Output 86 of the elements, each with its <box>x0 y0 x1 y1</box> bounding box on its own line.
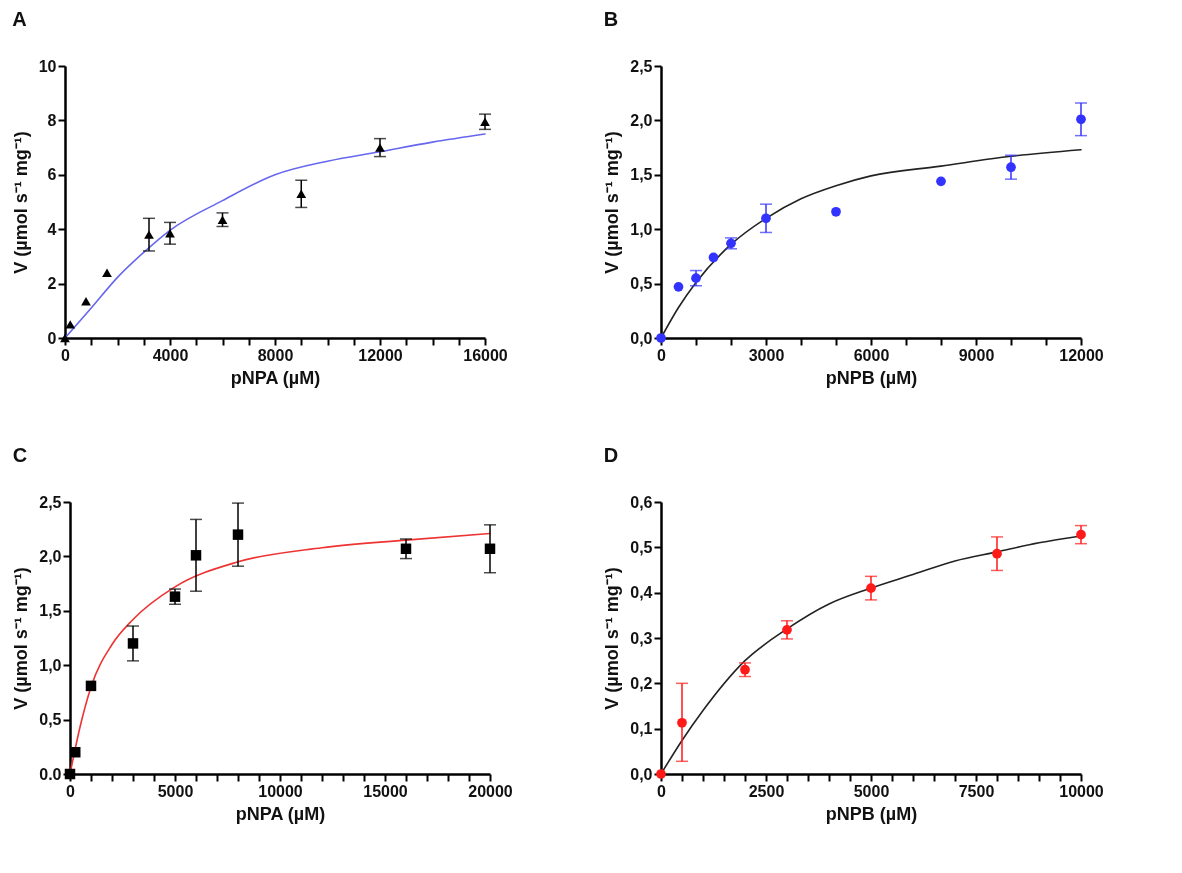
y-tick-label: 10 <box>38 57 57 75</box>
x-tick-label: 7500 <box>958 782 995 800</box>
chart-title: B <box>603 8 619 30</box>
x-tick-label: 15000 <box>363 782 408 800</box>
point <box>127 638 139 649</box>
x-tick-label: 0 <box>657 346 667 364</box>
point <box>144 230 154 239</box>
point <box>375 143 385 152</box>
point <box>831 206 841 217</box>
y-tick-label: 0,5 <box>630 275 653 293</box>
y-axis-title: V (µmol s⁻¹ mg⁻¹) <box>10 131 31 274</box>
point <box>782 624 792 635</box>
y-tick-label: 0,5 <box>39 711 62 729</box>
y-tick-label: 2 <box>47 275 57 293</box>
chart-title: D <box>603 444 619 466</box>
point <box>761 213 771 224</box>
point <box>484 543 496 555</box>
point <box>673 282 684 292</box>
point <box>296 189 307 199</box>
point <box>936 176 946 187</box>
x-axis-title: pNPB (µM) <box>825 367 918 388</box>
y-tick-label: 2,5 <box>630 57 653 75</box>
point <box>85 680 97 692</box>
x-tick-label: 3000 <box>748 346 785 364</box>
point <box>102 268 112 277</box>
y-tick-label: 0.0 <box>39 765 62 783</box>
y-tick-label: 1,5 <box>630 166 653 184</box>
x-axis-title: pNPB (µM) <box>825 803 918 824</box>
y-tick-label: 0 <box>47 329 57 347</box>
point <box>400 543 412 555</box>
x-tick-label: 12000 <box>358 346 403 364</box>
point <box>190 550 202 561</box>
point <box>165 229 175 238</box>
x-tick-label: 20000 <box>468 782 513 800</box>
point <box>480 117 490 126</box>
point <box>708 252 719 263</box>
x-axis-title: pNPA (µM) <box>230 367 321 388</box>
y-tick-label: 8 <box>47 111 57 129</box>
y-tick-label: 0,5 <box>630 538 653 556</box>
y-tick-label: 1,0 <box>39 656 62 674</box>
y-axis-title: V (µmol s⁻¹ mg⁻¹) <box>11 567 32 710</box>
y-tick-label: 0,2 <box>630 674 653 692</box>
y-tick-label: 4 <box>47 220 57 238</box>
y-tick-label: 2,5 <box>39 493 62 511</box>
point <box>1006 162 1016 173</box>
x-tick-label: 5000 <box>853 782 890 800</box>
point <box>677 717 687 728</box>
x-tick-label: 10000 <box>258 782 303 800</box>
x-tick-label: 10000 <box>1059 782 1104 800</box>
x-tick-label: 0 <box>657 782 667 800</box>
y-tick-label: 6 <box>47 166 57 184</box>
x-tick-label: 0 <box>66 782 76 800</box>
y-tick-label: 2,0 <box>39 547 62 565</box>
point <box>992 548 1002 559</box>
point <box>1076 529 1086 540</box>
y-tick-label: 0,0 <box>630 765 653 783</box>
point <box>866 583 876 593</box>
point <box>81 297 91 306</box>
y-tick-label: 2,0 <box>630 111 653 129</box>
y-axis-title: V (µmol s⁻¹ mg⁻¹) <box>602 131 623 274</box>
point <box>169 591 181 602</box>
y-tick-label: 1,5 <box>39 602 62 620</box>
x-tick-label: 4000 <box>152 346 189 364</box>
y-tick-label: 0,0 <box>630 329 653 347</box>
x-tick-label: 16000 <box>463 346 508 364</box>
y-tick-label: 0,1 <box>630 720 653 738</box>
y-tick-label: 0,3 <box>630 629 653 647</box>
point <box>65 320 76 329</box>
x-tick-label: 12000 <box>1059 346 1104 364</box>
x-tick-label: 9000 <box>958 346 995 364</box>
y-tick-label: 1,0 <box>630 220 653 238</box>
y-tick-label: 0,4 <box>630 584 653 602</box>
point <box>217 215 228 224</box>
x-tick-label: 2500 <box>748 782 785 800</box>
point <box>232 529 244 540</box>
x-tick-label: 6000 <box>853 346 890 364</box>
point <box>70 747 81 758</box>
point <box>691 273 701 284</box>
y-axis-title: V (µmol s⁻¹ mg⁻¹) <box>602 567 623 710</box>
x-tick-label: 5000 <box>157 782 194 800</box>
chart-title: C <box>12 444 28 466</box>
point <box>1076 114 1086 125</box>
y-tick-label: 0,6 <box>630 493 653 511</box>
chart-title: A <box>12 8 27 30</box>
x-axis-title: pNPA (µM) <box>235 803 326 824</box>
x-tick-label: 8000 <box>257 346 294 364</box>
